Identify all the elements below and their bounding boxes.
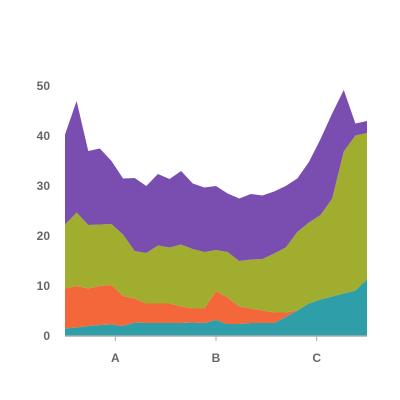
area-series-1 <box>65 279 367 336</box>
x-tick-label-C: C <box>312 351 321 365</box>
area-series-2 <box>65 279 367 329</box>
y-tick-label-0: 0 <box>43 329 50 343</box>
y-tick-label-30: 30 <box>37 179 51 193</box>
y-tick-label-20: 20 <box>37 229 51 243</box>
area-series-4 <box>65 90 367 261</box>
y-tick-label-50: 50 <box>37 79 51 93</box>
x-tick-label-B: B <box>212 351 221 365</box>
y-tick-label-10: 10 <box>37 279 51 293</box>
area-series-3 <box>65 133 367 313</box>
y-tick-label-40: 40 <box>37 129 51 143</box>
x-tick-label-A: A <box>111 351 120 365</box>
